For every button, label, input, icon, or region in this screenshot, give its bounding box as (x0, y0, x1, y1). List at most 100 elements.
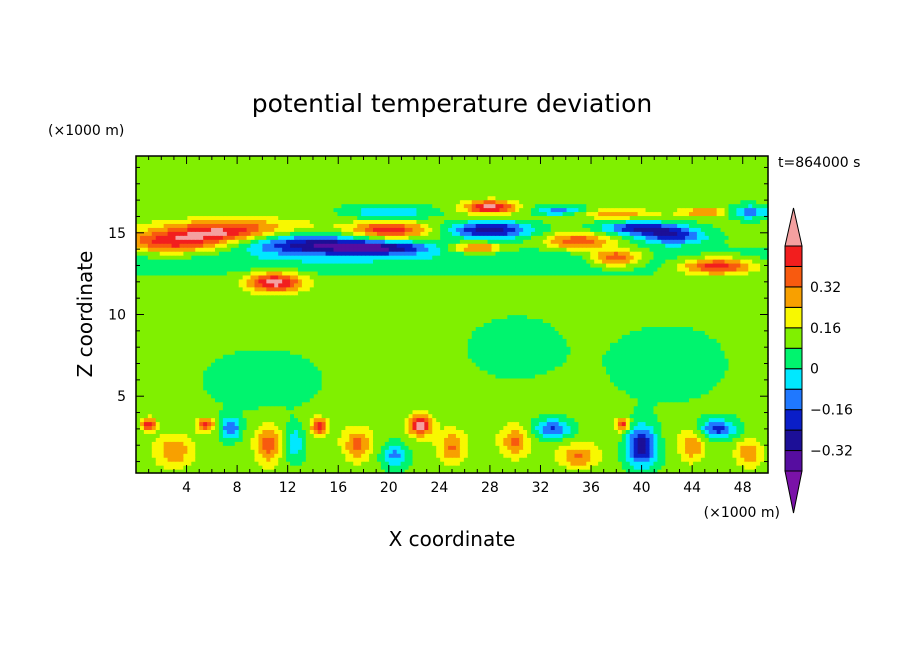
heatmap-cell (369, 358, 374, 363)
heatmap-cell (720, 389, 726, 395)
heatmap-cell (175, 373, 181, 379)
heatmap-cell (278, 457, 283, 462)
heatmap-cell (203, 346, 208, 351)
heatmap-cell (171, 381, 177, 387)
heatmap-cell (147, 437, 153, 442)
heatmap-cell (290, 413, 295, 419)
heatmap-cell (357, 421, 362, 427)
heatmap-cell (440, 409, 445, 415)
heatmap-cell (574, 385, 579, 391)
heatmap-cell (546, 362, 552, 367)
heatmap-cell (724, 354, 730, 359)
heatmap-cell (301, 350, 307, 355)
heatmap-cell (752, 453, 757, 458)
heatmap-cell (266, 366, 271, 371)
heatmap-cell (222, 453, 228, 458)
heatmap-cell (246, 373, 252, 379)
heatmap-cell (606, 453, 611, 458)
heatmap-cell (582, 413, 587, 419)
heatmap-cell (507, 457, 512, 462)
heatmap-cell (353, 437, 358, 442)
heatmap-cell (487, 385, 493, 391)
heatmap-cell (400, 401, 406, 407)
heatmap-cell (159, 377, 165, 383)
heatmap-cell (191, 417, 196, 423)
heatmap-cell (673, 445, 678, 450)
heatmap-cell (534, 405, 540, 411)
heatmap-cell (143, 354, 149, 359)
heatmap-cell (313, 465, 319, 470)
heatmap-cell (740, 385, 745, 391)
heatmap-cell (266, 445, 271, 450)
heatmap-cell (598, 465, 603, 470)
heatmap-cell (266, 393, 271, 399)
heatmap-cell (756, 441, 761, 446)
heatmap-cell (649, 413, 655, 419)
heatmap-cell (665, 425, 670, 431)
heatmap-cell (183, 461, 188, 466)
heatmap-cell (301, 433, 307, 438)
heatmap-cell (602, 405, 607, 411)
heatmap-cell (183, 409, 188, 415)
heatmap-cell (183, 354, 188, 359)
heatmap-cell (728, 401, 734, 407)
heatmap-cell (760, 373, 765, 379)
heatmap-cell (519, 437, 524, 442)
heatmap-cell (534, 449, 540, 454)
heatmap-cell (752, 366, 757, 371)
heatmap-cell (282, 469, 287, 474)
heatmap-cell (270, 469, 275, 474)
heatmap-cell (365, 429, 370, 434)
heatmap-cell (408, 445, 414, 450)
heatmap-cell (653, 362, 658, 367)
heatmap-cell (752, 433, 757, 438)
heatmap-cell (546, 413, 552, 419)
heatmap-cell (222, 358, 228, 363)
heatmap-cell (218, 457, 224, 462)
heatmap-cell (416, 377, 421, 383)
heatmap-cell (574, 373, 579, 379)
heatmap-cell (606, 417, 611, 423)
heatmap-cell (309, 437, 315, 442)
heatmap-cell (254, 373, 260, 379)
heatmap-cell (218, 393, 224, 399)
heatmap-cell (578, 417, 583, 423)
heatmap-cell (238, 437, 244, 442)
heatmap-cell (645, 354, 651, 359)
heatmap-cell (412, 421, 418, 427)
heatmap-cell (139, 405, 145, 411)
heatmap-cell (309, 445, 315, 450)
heatmap-cell (317, 366, 323, 371)
heatmap-cell (143, 449, 149, 454)
heatmap-cell (195, 397, 200, 403)
heatmap-cell (404, 389, 410, 395)
heatmap-cell (290, 461, 295, 466)
heatmap-cell (704, 366, 710, 371)
heatmap-cell (159, 358, 165, 363)
heatmap-cell (550, 366, 556, 371)
heatmap-cell (503, 409, 508, 415)
heatmap-cell (412, 393, 418, 399)
heatmap-cell (653, 449, 658, 454)
heatmap-cell (211, 465, 216, 470)
heatmap-cell (546, 421, 552, 427)
heatmap-cell (392, 421, 398, 427)
heatmap-cell (590, 445, 595, 450)
heatmap-cell (136, 421, 141, 427)
heatmap-cell (159, 369, 165, 375)
heatmap-cell (325, 358, 331, 363)
heatmap-cell (329, 389, 335, 395)
heatmap-cell (171, 366, 177, 371)
heatmap-cell (542, 362, 548, 367)
heatmap-cell (376, 469, 382, 474)
heatmap-cell (278, 413, 283, 419)
heatmap-cell (333, 362, 339, 367)
heatmap-cell (376, 362, 382, 367)
heatmap-cell (246, 461, 252, 466)
heatmap-cell (159, 413, 165, 419)
heatmap-cell (171, 449, 177, 454)
heatmap-cell (191, 437, 196, 442)
heatmap-cell (175, 381, 181, 387)
heatmap-cell (546, 405, 552, 411)
heatmap-cell (420, 385, 425, 391)
